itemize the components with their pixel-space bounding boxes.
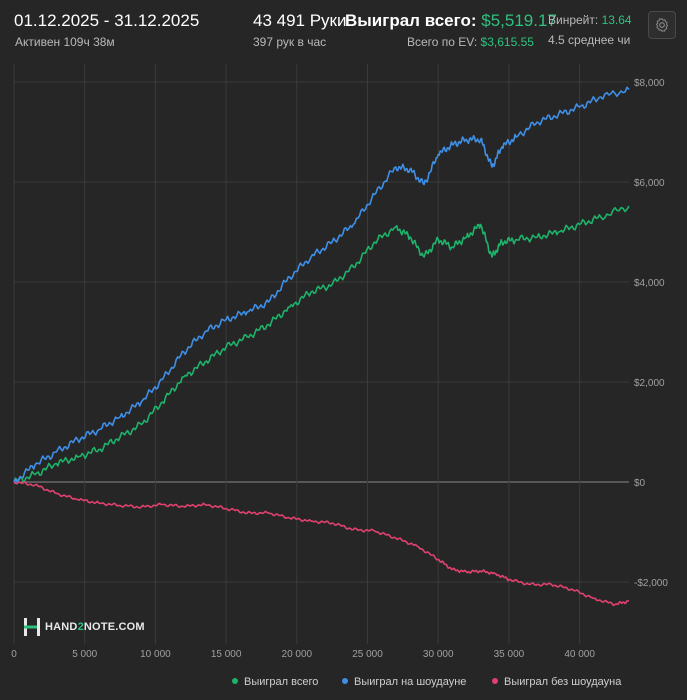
legend-dot-showdown	[342, 678, 348, 685]
x-tick-label: 5 000	[72, 649, 97, 660]
x-tick-label: 20 000	[282, 649, 313, 660]
x-tick-label: 10 000	[140, 649, 171, 660]
ev-total: Всего по EV: $3,615.55	[407, 35, 534, 49]
x-tick-label: 40 000	[564, 649, 595, 660]
date-range[interactable]: 01.12.2025 - 31.12.2025	[14, 11, 200, 30]
winrate-value: 13.64	[601, 13, 632, 27]
legend-dot-total	[232, 678, 238, 685]
y-tick-label: $8,000	[634, 78, 665, 89]
winrate-label: Винрейт:	[548, 13, 599, 27]
legend-item-total[interactable]: Выиграл всего	[232, 676, 318, 688]
plot-area	[14, 64, 629, 644]
legend-label-total: Выиграл всего	[244, 676, 319, 688]
y-tick-label: $6,000	[634, 178, 665, 189]
ev-value: $3,615.55	[480, 35, 534, 49]
legend-label-non-showdown: Выиграл без шоудауна	[504, 676, 622, 688]
won-total-value: $5,519.17	[481, 11, 557, 30]
hands-per-hour: 397 рук в час	[253, 35, 327, 49]
y-tick-label: $0	[634, 478, 646, 489]
legend-dot-non-showdown	[492, 678, 498, 685]
x-tick-label: 35 000	[494, 649, 525, 660]
series-line-showdown	[13, 86, 630, 483]
avg-players: 4.5 среднее чи	[548, 33, 631, 47]
y-tick-label: -$2,000	[634, 578, 668, 589]
y-tick-label: $2,000	[634, 378, 665, 389]
legend-label-showdown: Выиграл на шоудауне	[354, 676, 467, 688]
ev-label: Всего по EV:	[407, 35, 478, 49]
x-tick-label: 0	[11, 649, 17, 660]
logo-text: HAND2NOTE.COM	[45, 621, 145, 633]
won-total: Выиграл всего: $5,519.17	[345, 11, 557, 31]
hand2note-logo-icon	[24, 618, 40, 636]
legend-item-non-showdown[interactable]: Выиграл без шоудауна	[492, 676, 621, 688]
x-tick-label: 25 000	[352, 649, 383, 660]
hands-count: 43 491 Руки	[253, 11, 347, 30]
series-line-total	[13, 205, 630, 483]
x-tick-label: 15 000	[211, 649, 242, 660]
series-line-non-showdown	[13, 481, 630, 607]
won-total-label: Выиграл всего:	[345, 11, 477, 30]
legend-item-showdown[interactable]: Выиграл на шоудауне	[342, 676, 466, 688]
active-time: Активен 109ч 38м	[15, 35, 115, 49]
x-tick-label: 30 000	[423, 649, 454, 660]
settings-button[interactable]	[648, 11, 676, 39]
hand2note-logo: HAND2NOTE.COM	[23, 617, 145, 637]
winrate: Винрейт: 13.64	[548, 13, 632, 27]
y-tick-label: $4,000	[634, 278, 665, 289]
gear-icon	[655, 18, 669, 32]
